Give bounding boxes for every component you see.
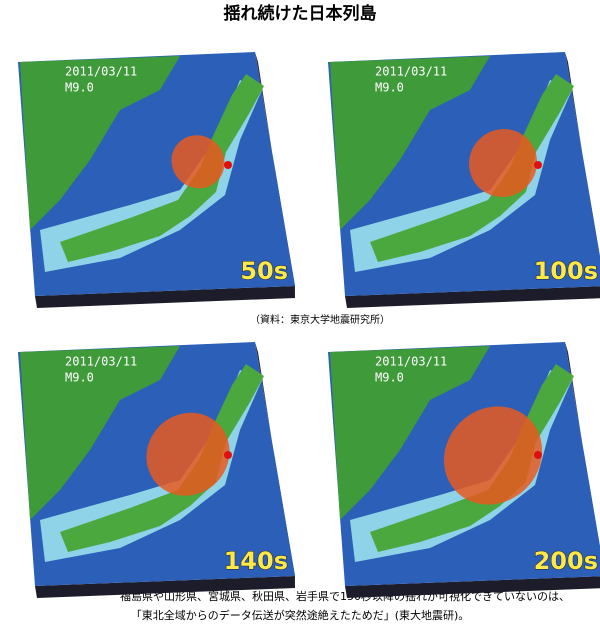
shelf: [40, 370, 262, 562]
block-side: [35, 576, 295, 598]
shelf: [40, 80, 262, 272]
shaking-area: [468, 128, 538, 198]
epicenter: [534, 161, 542, 169]
magnitude: M9.0: [65, 371, 94, 385]
continent: [330, 346, 490, 520]
map-panel: 2011/03/11 M9.0 140s: [18, 342, 295, 598]
map-panel: 2011/03/11 M9.0 50s: [18, 52, 295, 308]
block-side: [35, 286, 295, 308]
map-panel: 2011/03/11 M9.0 200s: [328, 342, 600, 598]
map-panel: 2011/03/11 M9.0 100s: [328, 52, 600, 308]
date: 2011/03/11: [375, 65, 447, 79]
date: 2011/03/11: [65, 355, 137, 369]
date: 2011/03/11: [65, 65, 137, 79]
time: 200s: [534, 547, 598, 575]
continent: [20, 56, 180, 230]
epicenter: [534, 451, 542, 459]
epicenter: [224, 451, 232, 459]
shaking-area: [171, 135, 225, 189]
block-side: [345, 286, 600, 308]
block-side: [345, 576, 600, 598]
time: 100s: [534, 257, 598, 285]
date: 2011/03/11: [375, 355, 447, 369]
land: [60, 74, 264, 262]
land: [370, 74, 574, 262]
land: [60, 364, 264, 552]
epicenter: [224, 161, 232, 169]
shaking-area: [443, 406, 543, 505]
magnitude: M9.0: [65, 81, 94, 95]
shaking-area: [146, 412, 230, 496]
shelf: [350, 370, 572, 562]
title: 揺れ続けた日本列島: [224, 3, 377, 24]
shelf: [350, 80, 572, 272]
continent: [330, 56, 490, 230]
caption-line: 「東北全域からのデータ伝送が突然途絶えたためだ」(東大地震研)。: [131, 608, 470, 622]
land: [370, 364, 574, 552]
magnitude: M9.0: [375, 371, 404, 385]
source: （資料：東京大学地震研究所）: [250, 313, 390, 326]
continent: [20, 346, 180, 520]
time: 50s: [240, 257, 288, 285]
time: 140s: [224, 547, 288, 575]
magnitude: M9.0: [375, 81, 404, 95]
